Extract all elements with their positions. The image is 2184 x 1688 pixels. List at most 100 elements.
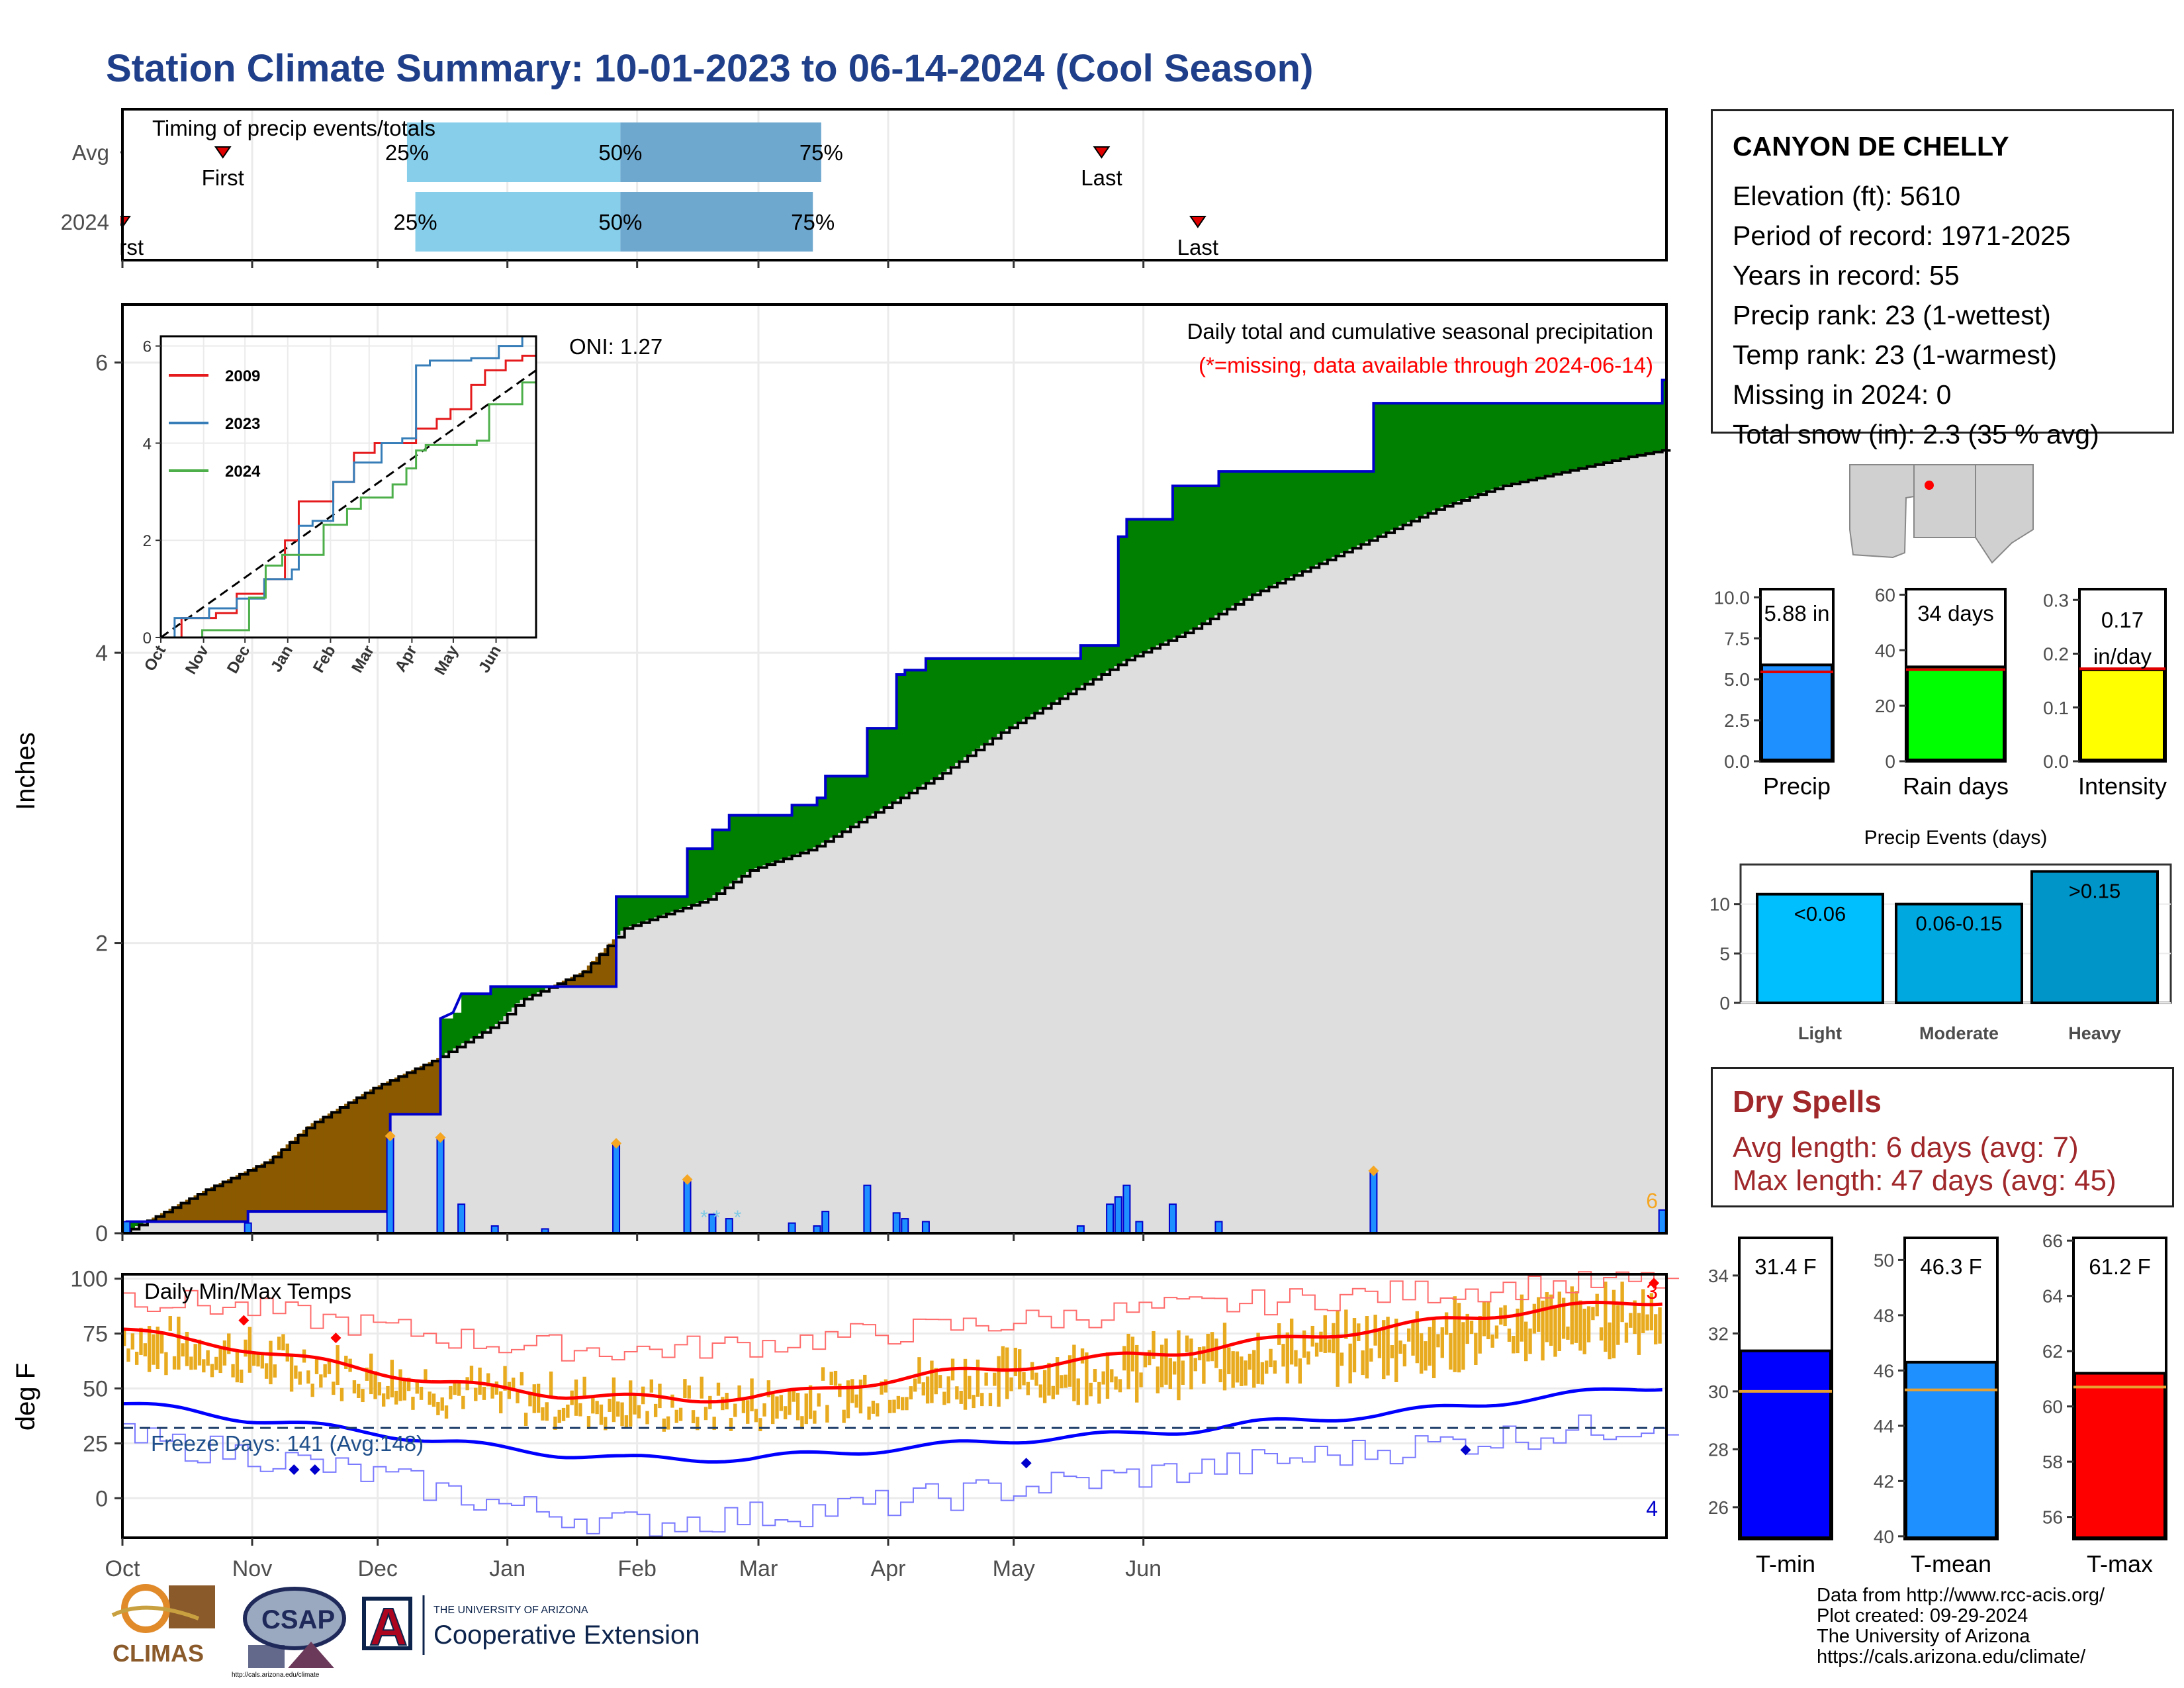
base-fill: [1042, 707, 1048, 1233]
base-fill: [1595, 464, 1600, 1233]
base-fill: [905, 794, 910, 1233]
station-period: Period of record: 1971-2025: [1733, 220, 2071, 251]
base-fill: [172, 1221, 177, 1233]
base-fill: [1382, 534, 1387, 1233]
daily-precip-bar: [457, 1203, 466, 1234]
deficit-fill: [361, 1094, 366, 1212]
base-fill: [361, 1211, 366, 1233]
base-fill: [344, 1211, 349, 1233]
base-fill: [1654, 451, 1659, 1233]
daily-temp-bar: [1302, 1330, 1306, 1358]
surplus-fill: [1365, 471, 1370, 542]
base-fill: [1469, 496, 1475, 1233]
base-fill: [285, 1211, 291, 1233]
surplus-fill: [817, 798, 822, 845]
base-fill: [1013, 724, 1019, 1233]
deficit-fill: [285, 1144, 291, 1212]
daily-temp-bar: [1080, 1348, 1085, 1364]
base-fill: [1578, 467, 1584, 1233]
daily-precip-bar: [1168, 1203, 1177, 1234]
daily-temp-bar: [1516, 1308, 1520, 1354]
daily-temp-bar: [779, 1395, 784, 1411]
daily-temp-bar: [1252, 1350, 1256, 1388]
station-temp-rank: Temp rank: 23 (1-warmest): [1733, 340, 2057, 370]
daily-temp-bar: [1461, 1322, 1465, 1370]
surplus-fill: [1482, 403, 1487, 492]
surplus-fill: [1453, 403, 1458, 503]
record-high-marker: [238, 1315, 250, 1326]
surplus-fill: [1369, 471, 1375, 540]
daily-temp-bar: [1327, 1339, 1332, 1353]
base-fill: [478, 1033, 483, 1233]
base-fill: [369, 1211, 374, 1233]
base-fill: [1206, 620, 1211, 1233]
base-fill: [1386, 532, 1391, 1234]
surplus-fill: [888, 728, 893, 804]
base-fill: [712, 895, 717, 1233]
season-cumulative-line: [121, 378, 1666, 1234]
daily-temp-bar: [900, 1397, 905, 1411]
daily-temp-bar: [553, 1417, 557, 1430]
base-fill: [800, 852, 805, 1233]
surplus-fill: [955, 658, 960, 763]
deficit-fill: [591, 961, 596, 987]
base-fill: [314, 1211, 320, 1233]
daily-precip-bar: [122, 1221, 131, 1235]
surplus-fill: [917, 670, 923, 787]
temps-y-tick-label: 100: [70, 1267, 108, 1292]
surplus-fill: [1428, 403, 1433, 513]
base-fill: [240, 1221, 244, 1233]
record-low-marker: [1021, 1458, 1032, 1469]
base-fill: [202, 1221, 207, 1233]
base-fill: [746, 872, 751, 1233]
surplus-fill: [1541, 403, 1546, 477]
daily-temp-bar: [240, 1370, 244, 1383]
deficit-fill: [298, 1133, 303, 1212]
base-fill: [340, 1211, 345, 1233]
surplus-fill: [494, 986, 500, 1024]
daily-temp-bar: [1030, 1362, 1034, 1380]
daily-temp-bar: [189, 1356, 193, 1370]
deficit-fill: [210, 1186, 215, 1222]
map-state-az: [1849, 464, 1915, 559]
base-fill: [1616, 459, 1621, 1234]
base-fill: [876, 811, 880, 1233]
surplus-fill: [1164, 519, 1169, 642]
daily-temp-bar: [1428, 1327, 1432, 1366]
timing-chart: Avg25%50%75%FirstLast202425%50%75%FirstL…: [0, 108, 1708, 280]
daily-temp-bar: [444, 1405, 449, 1419]
daily-temp-bar: [1114, 1376, 1118, 1390]
base-fill: [792, 855, 797, 1233]
surplus-fill: [925, 658, 931, 782]
daily-temp-bar: [976, 1359, 980, 1397]
daily-temp-bar: [1072, 1344, 1076, 1401]
base-fill: [1298, 572, 1303, 1233]
events-category-label: Light: [1798, 1023, 1842, 1043]
base-fill: [1561, 471, 1567, 1233]
surplus-fill: [1089, 645, 1094, 681]
surplus-fill: [997, 658, 1002, 734]
surplus-fill: [1377, 403, 1383, 536]
base-fill: [1541, 477, 1546, 1233]
base-fill: [1478, 494, 1483, 1233]
surplus-fill: [532, 986, 537, 995]
deficit-fill: [402, 1073, 408, 1115]
surplus-fill: [474, 994, 479, 1037]
base-fill: [214, 1221, 220, 1233]
timing-panel-bg: [122, 109, 1666, 260]
surplus-fill: [486, 994, 491, 1029]
surplus-fill: [1130, 519, 1136, 657]
daily-temp-bar: [968, 1376, 972, 1399]
base-fill: [708, 898, 713, 1233]
surplus-fill: [825, 776, 831, 841]
base-fill: [1177, 635, 1182, 1233]
timing-last-marker: [1093, 146, 1111, 159]
base-fill: [850, 825, 856, 1233]
timing-bar-25-50: [406, 122, 621, 182]
daily-temp-bar: [662, 1418, 666, 1432]
base-fill: [1152, 647, 1157, 1233]
base-fill: [147, 1221, 152, 1233]
daily-temp-bar: [833, 1370, 838, 1386]
base-fill: [1181, 633, 1186, 1233]
daily-temp-bar: [683, 1379, 687, 1398]
